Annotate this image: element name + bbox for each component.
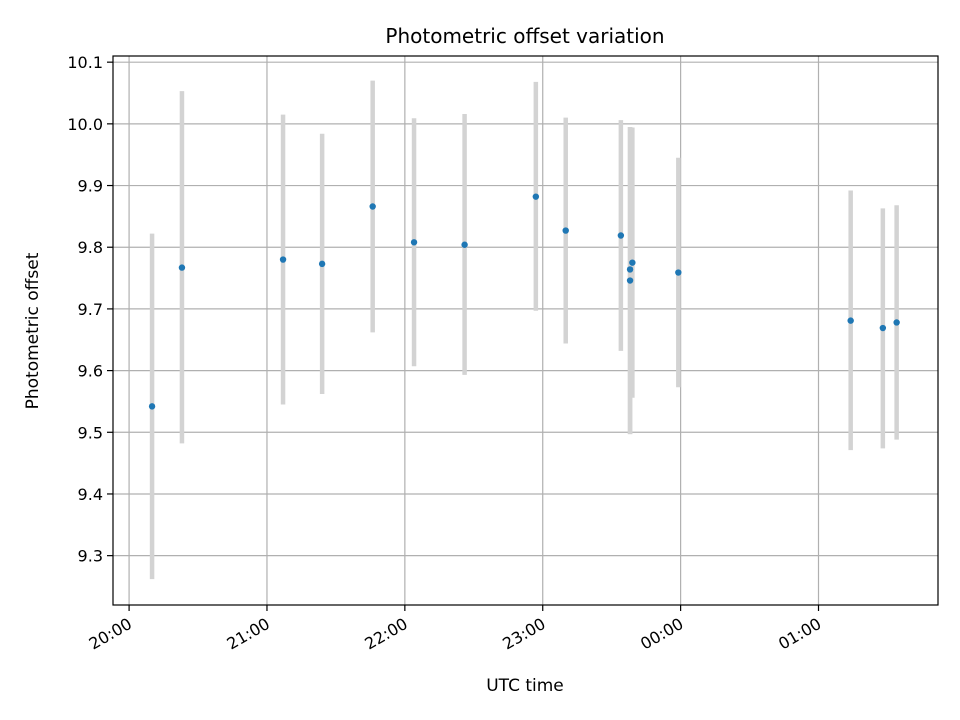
y-axis: 9.3 9.4 9.5 9.6 9.7 9.8 9.9 10.0 10.1 bbox=[67, 53, 113, 566]
data-point bbox=[148, 403, 156, 410]
data-point bbox=[675, 269, 682, 276]
grid bbox=[113, 56, 938, 605]
data-point bbox=[178, 264, 186, 271]
y-axis-label: Photometric offset bbox=[23, 252, 43, 409]
chart-title: Photometric offset variation bbox=[385, 24, 664, 48]
data-point bbox=[847, 317, 854, 324]
data-point bbox=[410, 239, 418, 246]
y-tick-label: 9.8 bbox=[78, 238, 103, 257]
data-point bbox=[617, 232, 625, 239]
data-point bbox=[626, 266, 634, 273]
data-point bbox=[879, 324, 887, 332]
data-point bbox=[562, 227, 569, 234]
y-tick-label: 9.5 bbox=[78, 423, 103, 442]
y-tick-label: 9.7 bbox=[78, 300, 103, 319]
y-tick-label: 9.6 bbox=[78, 362, 103, 381]
y-tick-label: 10.0 bbox=[67, 115, 103, 134]
data-points bbox=[148, 193, 900, 410]
data-point bbox=[369, 203, 376, 210]
data-point bbox=[532, 193, 540, 200]
data-point bbox=[626, 277, 634, 284]
y-tick-label: 9.9 bbox=[78, 177, 103, 196]
y-tick-label: 10.1 bbox=[67, 53, 103, 72]
data-point bbox=[461, 241, 468, 248]
data-point bbox=[629, 259, 636, 266]
y-tick-label: 9.3 bbox=[78, 547, 103, 566]
data-point bbox=[279, 256, 287, 263]
data-point bbox=[893, 319, 900, 326]
y-tick-label: 9.4 bbox=[78, 485, 103, 504]
data-point bbox=[318, 260, 326, 268]
plot-frame bbox=[112, 55, 939, 606]
x-axis-label: UTC time bbox=[486, 676, 564, 696]
